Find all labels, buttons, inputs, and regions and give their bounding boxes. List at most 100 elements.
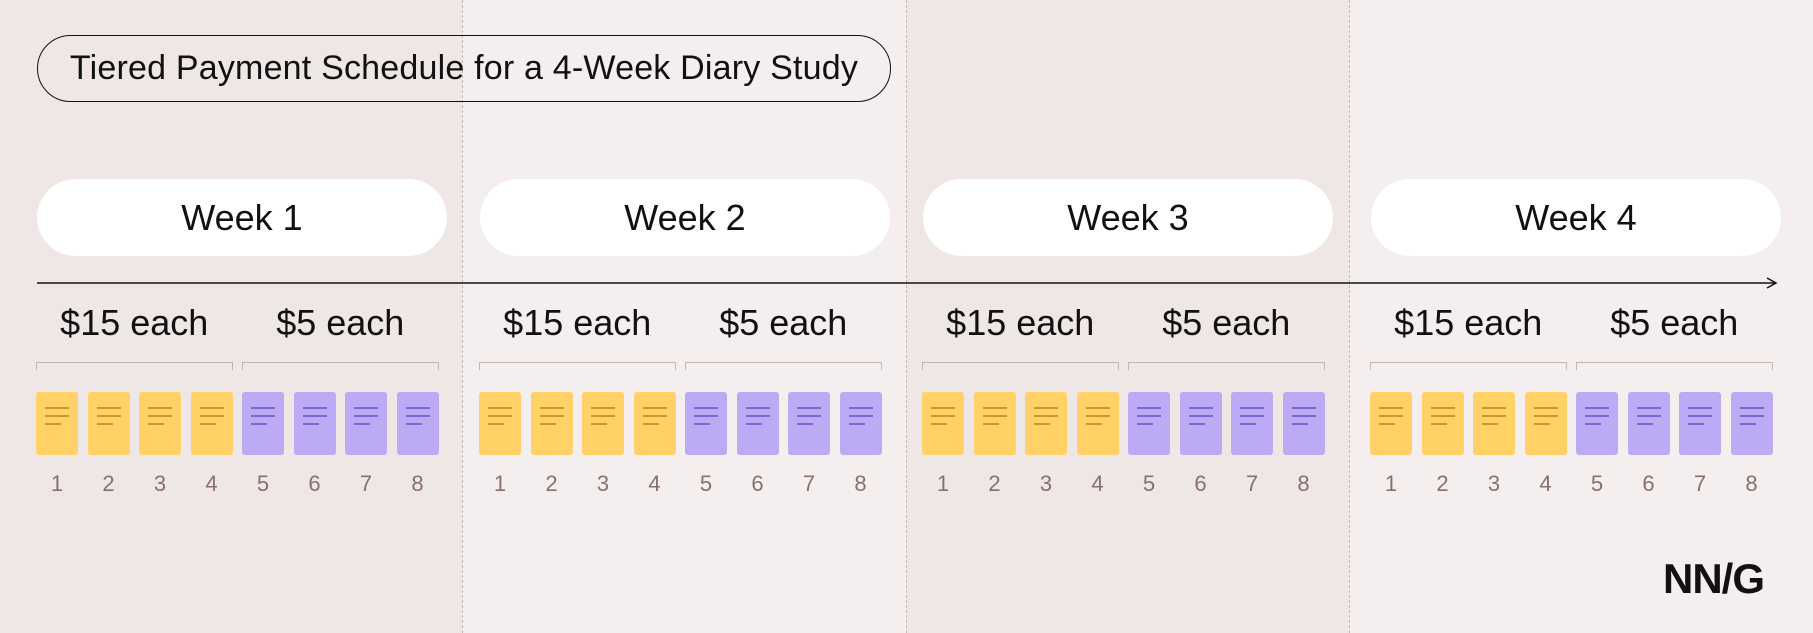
entry-number: 3 xyxy=(1487,471,1501,496)
diary-entry-card xyxy=(1370,392,1412,455)
week-3-label: Week 3 xyxy=(923,179,1333,256)
entry-text-line xyxy=(539,415,564,417)
entry-text-line xyxy=(302,415,327,417)
entry-text-line xyxy=(694,423,710,425)
diary-entry-card xyxy=(1025,392,1067,455)
entry-text-line xyxy=(251,423,267,425)
entry-text-line xyxy=(539,407,564,409)
entry-text-line xyxy=(591,407,615,409)
entry-text-line xyxy=(1482,415,1506,417)
entry-number: 1 xyxy=(1384,471,1398,496)
entry-text-line xyxy=(1085,415,1110,417)
entry-text-line xyxy=(199,407,224,409)
diary-entry-card xyxy=(1730,392,1773,455)
entry-number: 5 xyxy=(699,471,713,496)
entry-text-line xyxy=(1188,407,1213,409)
tier-price-label: $5 each xyxy=(1162,302,1291,343)
entry-text-line xyxy=(1240,415,1264,417)
entry-text-line xyxy=(745,407,770,409)
week-4-column-background xyxy=(1349,0,1813,633)
entry-text-line xyxy=(1739,423,1756,425)
entry-text-line xyxy=(694,415,718,417)
diagram-title: Tiered Payment Schedule for a 4-Week Dia… xyxy=(37,35,891,102)
entry-text-line xyxy=(45,407,69,409)
entry-text-line xyxy=(1430,415,1455,417)
entry-text-line xyxy=(539,423,556,425)
entry-text-line xyxy=(1585,423,1601,425)
entry-text-line xyxy=(982,415,1007,417)
entry-text-line xyxy=(1085,423,1102,425)
diary-entry-card xyxy=(1679,392,1721,455)
entry-text-line xyxy=(1188,415,1213,417)
entry-text-line xyxy=(1137,407,1161,409)
diary-entry-card xyxy=(345,392,387,455)
entry-text-line xyxy=(1688,407,1712,409)
diary-entry-card xyxy=(736,392,779,455)
entry-text-line xyxy=(797,407,821,409)
nng-logo: NN/G xyxy=(1663,555,1765,602)
diary-entry-card xyxy=(1576,392,1618,455)
entry-text-line xyxy=(148,415,172,417)
entry-number: 8 xyxy=(411,471,424,496)
entry-text-line xyxy=(45,423,61,425)
diary-entry-card xyxy=(1524,392,1567,455)
diary-entry-card xyxy=(685,392,727,455)
entry-text-line xyxy=(405,407,430,409)
column-divider xyxy=(462,0,463,633)
diary-entry-card xyxy=(190,392,233,455)
entry-number: 4 xyxy=(648,471,661,496)
tier-bracket xyxy=(1370,362,1567,370)
tier-bracket xyxy=(479,362,676,370)
entry-text-line xyxy=(1533,415,1558,417)
entry-text-line xyxy=(1379,407,1403,409)
entry-text-line xyxy=(745,423,762,425)
entry-text-line xyxy=(199,415,224,417)
entry-text-line xyxy=(1240,423,1256,425)
week-1-column-background xyxy=(0,0,462,633)
entry-text-line xyxy=(931,415,955,417)
tier-price-label: $15 each xyxy=(60,302,209,343)
entry-text-line xyxy=(1034,423,1050,425)
diary-entry-card xyxy=(479,392,521,455)
entry-text-line xyxy=(982,423,999,425)
diary-entry-card xyxy=(87,392,130,455)
diary-entry-card xyxy=(1421,392,1464,455)
tier-bracket xyxy=(36,362,233,370)
entry-text-line xyxy=(1034,407,1058,409)
entry-text-line xyxy=(642,423,659,425)
diary-entry-card xyxy=(293,392,336,455)
entry-text-line xyxy=(642,407,667,409)
entry-number: 8 xyxy=(854,471,867,496)
entry-number: 3 xyxy=(596,471,610,496)
entry-text-line xyxy=(354,423,370,425)
entry-number: 7 xyxy=(802,471,816,496)
entry-text-line xyxy=(148,423,164,425)
diary-entry-card xyxy=(633,392,676,455)
tier-bracket xyxy=(685,362,882,370)
entry-text-line xyxy=(488,407,512,409)
entry-text-line xyxy=(199,423,216,425)
entry-text-line xyxy=(745,415,770,417)
diary-entry-card xyxy=(839,392,882,455)
tier-bracket xyxy=(1128,362,1325,370)
entry-text-line xyxy=(148,407,172,409)
entry-text-line xyxy=(1291,415,1316,417)
entry-text-line xyxy=(1430,407,1455,409)
entry-number: 7 xyxy=(1245,471,1259,496)
entry-text-line xyxy=(96,415,121,417)
entry-number: 2 xyxy=(102,471,115,496)
entry-text-line xyxy=(591,423,607,425)
entry-number: 8 xyxy=(1745,471,1758,496)
entry-text-line xyxy=(931,423,947,425)
entry-text-line xyxy=(1085,407,1110,409)
entry-text-line xyxy=(848,407,873,409)
entry-text-line xyxy=(96,423,113,425)
entry-text-line xyxy=(1482,407,1506,409)
entry-text-line xyxy=(1137,423,1153,425)
entry-number: 6 xyxy=(751,471,764,496)
entry-text-line xyxy=(1291,407,1316,409)
diary-entry-card xyxy=(530,392,573,455)
entry-number: 5 xyxy=(1590,471,1604,496)
entry-text-line xyxy=(982,407,1007,409)
entry-number: 1 xyxy=(50,471,64,496)
